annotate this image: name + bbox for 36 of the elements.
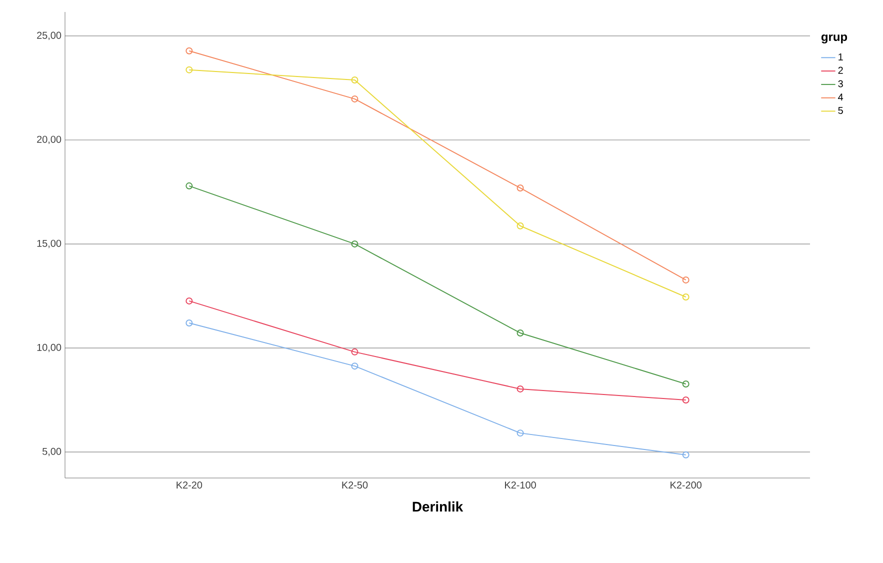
point [682,380,690,388]
point [186,320,193,327]
y-tick-label: 25,00 [37,32,62,40]
point [186,66,193,74]
x-tick-label: K2-50 [342,482,368,489]
legend-label: 2 [838,66,843,74]
legend-title: grup [821,34,848,44]
point [516,222,524,230]
legend-label: 4 [838,94,844,101]
point [682,294,690,301]
x-axis-title: Derinlik [412,501,464,512]
point [351,240,358,248]
x-tick-label: K2-200 [670,482,702,489]
point [351,95,358,102]
point [682,396,690,404]
point [351,76,358,84]
x-tick-label: K2-100 [505,482,536,489]
point [516,329,524,336]
point [682,276,690,284]
y-tick-label: 20,00 [37,136,62,144]
y-tick-label: 15,00 [37,240,62,248]
point [186,47,193,54]
point [186,297,193,304]
point [186,182,193,190]
point [516,184,524,192]
point [351,362,358,370]
y-tick-label: 5,00 [42,448,62,456]
point [516,385,524,392]
legend-label: 3 [838,80,843,88]
legend-label: 1 [838,53,843,60]
point [351,348,358,356]
x-tick-label: K2-20 [176,482,202,489]
point [516,430,524,437]
y-tick-label: 10,00 [37,344,62,352]
legend-label: 5 [838,106,843,114]
point [682,451,690,458]
